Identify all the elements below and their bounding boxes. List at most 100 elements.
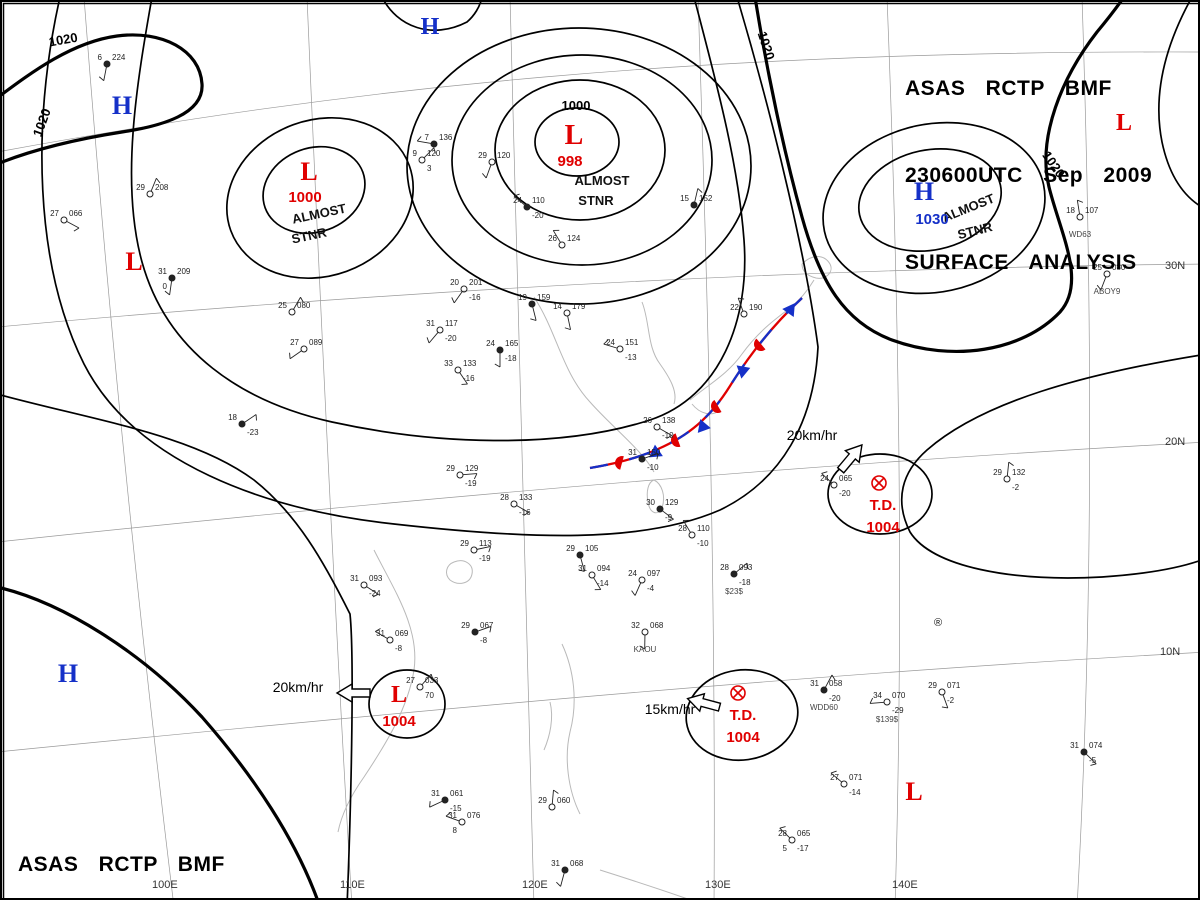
station-circle (830, 481, 838, 489)
station-tendency: -24 (369, 589, 381, 598)
station-pressure: 152 (699, 194, 713, 203)
cold-front-pip (649, 444, 663, 458)
speed-label: 20km/hr (273, 679, 324, 695)
isobar-line (130, 2, 746, 442)
station-circle (300, 345, 308, 353)
coastline (641, 301, 676, 405)
wind-barb (1096, 284, 1102, 291)
warm-front-pip (671, 433, 681, 447)
isobar-label: 1020 (48, 30, 79, 50)
wind-barb (560, 872, 565, 887)
wind-barb (821, 471, 828, 474)
title-line-2: 230600UTC Sep 2009 (905, 164, 1153, 187)
station-pressure: 138 (662, 416, 676, 425)
station-pressure: 113 (479, 539, 492, 548)
station-circle (418, 156, 426, 164)
wind-barb (473, 473, 478, 480)
station-circle (496, 346, 504, 354)
station-temperature: 29 (566, 544, 575, 553)
station-tendency: -8 (480, 636, 488, 645)
station-id: KAOU (634, 645, 657, 654)
station-pressure: 071 (947, 681, 961, 690)
station-circle (840, 780, 848, 788)
coastline (561, 643, 581, 815)
station-tendency: 3 (427, 164, 432, 173)
grid-line (84, 2, 174, 898)
wind-barb (244, 414, 257, 423)
chart-title-top: ASAS RCTP BMF 230600UTC Sep 2009 SURFACE… (905, 16, 1152, 335)
wind-barb (300, 297, 304, 303)
station-circle (510, 500, 518, 508)
station-circle (168, 274, 176, 282)
tropical-depression-icon (873, 477, 885, 489)
station-pressure: 120 (497, 151, 511, 160)
cold-front-pip (697, 419, 711, 433)
station-temperature: 34 (873, 691, 882, 700)
station-temperature: 24 (606, 338, 615, 347)
station-temperature: 31 (578, 564, 587, 573)
station-pressure: 065 (839, 474, 853, 483)
station-tendency: -18 (505, 354, 517, 363)
isobar-line (383, 2, 482, 31)
station-circle (616, 345, 624, 353)
station-pressure: 065 (797, 829, 811, 838)
station-temperature: 19 (518, 293, 527, 302)
station-tendency: -15 (450, 804, 462, 813)
station-temperature: 27 (406, 676, 415, 685)
station-temperature: 26 (548, 234, 557, 243)
station-temperature: 29 (136, 183, 145, 192)
station-tendency: -19 (465, 479, 477, 488)
station-circle (386, 636, 394, 644)
station-tendency: -4 (647, 584, 655, 593)
station-pressure: 136 (439, 133, 453, 142)
station-dewpoint: 8 (453, 826, 458, 835)
wind-barb (667, 518, 674, 522)
station-temperature: 15 (680, 194, 689, 203)
wind-barb (682, 520, 691, 533)
station-pressure: 208 (155, 183, 169, 192)
wind-barb (821, 473, 833, 484)
station-id: WDD60 (810, 703, 839, 712)
station-tendency: -18 (739, 578, 751, 587)
station-circle (561, 866, 569, 874)
station-temperature: 31 (448, 811, 457, 820)
isobar-line (901, 354, 1198, 579)
wind-barb (66, 221, 80, 229)
title-line-1: ASAS RCTP BMF (18, 853, 225, 876)
station-pressure: 071 (849, 773, 863, 782)
station-temperature: 25 (278, 301, 287, 310)
isobar-label: 1020 (30, 106, 54, 138)
station-temperature: 28 (720, 563, 729, 572)
station-circle (238, 420, 246, 428)
wind-barb (417, 140, 432, 144)
wind-barb (293, 297, 301, 310)
wind-barb (738, 297, 745, 300)
latitude-label: 10N (1160, 646, 1180, 658)
wind-barb (445, 815, 460, 822)
warm-front-pip (711, 399, 722, 413)
wind-barb (423, 147, 435, 159)
longitude-label: 120E (522, 879, 548, 891)
station-temperature: 25 (1093, 263, 1102, 272)
station-temperature: 29 (460, 539, 469, 548)
movement-arrow-icon (686, 692, 722, 713)
isobar-ring (534, 107, 620, 177)
station-circle (458, 818, 466, 826)
station-pressure: 058 (829, 679, 843, 688)
station-temperature: 31 (158, 267, 167, 276)
isobar-label: 1020 (755, 30, 778, 62)
station-circle (588, 571, 596, 579)
wind-barb (164, 290, 170, 296)
low-pressure-center: L (1116, 110, 1132, 136)
map-symbols: 10201020102010201000ALMOSTSTNRALMOSTSTNR… (30, 14, 1185, 891)
wind-barb (516, 505, 529, 513)
wind-barb (494, 363, 501, 368)
station-circle (436, 326, 444, 334)
station-circle (820, 686, 828, 694)
station-temperature: 31 (350, 574, 359, 583)
station-pressure: 070 (892, 691, 906, 700)
station-tendency: -16 (519, 508, 531, 517)
station-tendency: -17 (797, 844, 809, 853)
wind-barb (556, 881, 561, 887)
wind-barb (578, 569, 585, 572)
